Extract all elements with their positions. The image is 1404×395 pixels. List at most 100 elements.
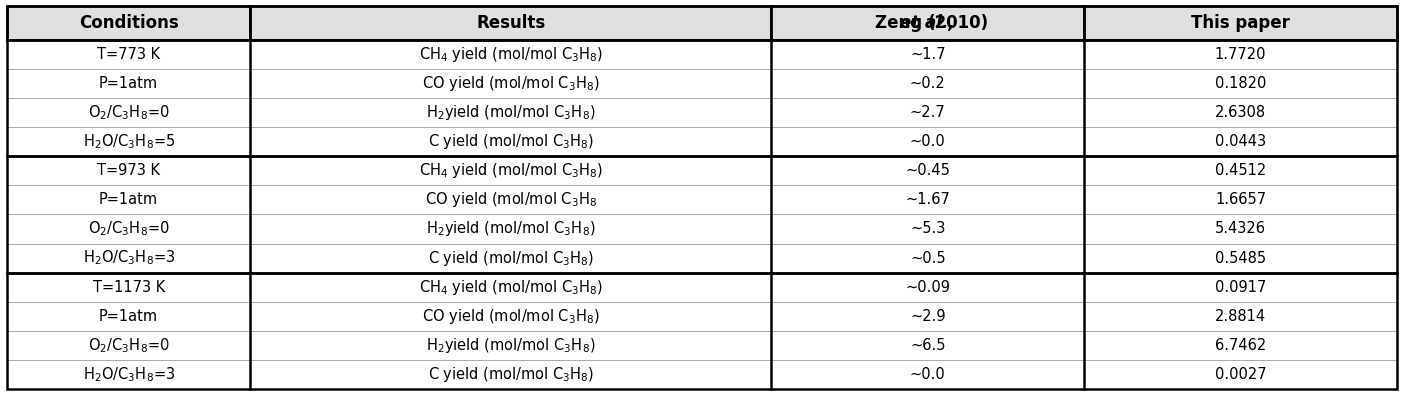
Bar bbox=[7, 331, 250, 360]
Bar bbox=[7, 273, 1397, 389]
Bar bbox=[7, 156, 1397, 273]
Bar bbox=[772, 331, 1084, 360]
Bar bbox=[1084, 98, 1397, 127]
Bar bbox=[772, 302, 1084, 331]
Bar bbox=[7, 360, 250, 389]
Bar bbox=[250, 331, 771, 360]
Bar bbox=[7, 302, 250, 331]
Bar bbox=[1084, 214, 1397, 244]
Text: 1.6657: 1.6657 bbox=[1214, 192, 1266, 207]
Text: (2010): (2010) bbox=[928, 14, 988, 32]
Text: 0.1820: 0.1820 bbox=[1214, 76, 1266, 91]
Bar bbox=[772, 69, 1084, 98]
Bar bbox=[772, 244, 1084, 273]
Text: P=1atm: P=1atm bbox=[100, 192, 159, 207]
Text: T=973 K: T=973 K bbox=[97, 163, 160, 178]
Bar bbox=[7, 156, 250, 185]
Text: $\mathrm{H_2}$yield (mol/mol $\mathrm{C_3H_8}$): $\mathrm{H_2}$yield (mol/mol $\mathrm{C_… bbox=[427, 103, 595, 122]
Text: 5.4326: 5.4326 bbox=[1214, 222, 1266, 237]
Bar bbox=[250, 98, 771, 127]
Bar bbox=[772, 273, 1084, 302]
Bar bbox=[250, 40, 771, 69]
Text: 0.0917: 0.0917 bbox=[1214, 280, 1266, 295]
Bar bbox=[1084, 40, 1397, 69]
Text: T=1173 K: T=1173 K bbox=[93, 280, 164, 295]
Bar bbox=[1084, 244, 1397, 273]
Text: ~2.7: ~2.7 bbox=[910, 105, 946, 120]
Bar bbox=[250, 69, 771, 98]
Text: $\mathrm{H_2O/C_3H_8}$=3: $\mathrm{H_2O/C_3H_8}$=3 bbox=[83, 249, 174, 267]
Bar bbox=[7, 185, 250, 214]
Text: CO yield (mol/mol $\mathrm{C_3H_8}$): CO yield (mol/mol $\mathrm{C_3H_8}$) bbox=[423, 74, 600, 93]
Bar bbox=[1084, 69, 1397, 98]
Bar bbox=[7, 273, 250, 302]
Bar bbox=[1084, 331, 1397, 360]
Text: ~0.45: ~0.45 bbox=[906, 163, 951, 178]
Bar bbox=[250, 273, 771, 302]
Bar bbox=[772, 6, 1084, 40]
Text: ~6.5: ~6.5 bbox=[910, 338, 946, 353]
Text: 2.8814: 2.8814 bbox=[1214, 309, 1266, 324]
Text: P=1atm: P=1atm bbox=[100, 309, 159, 324]
Text: Results: Results bbox=[476, 14, 546, 32]
Text: CO yield (mol/mol $\mathrm{C_3H_8}$): CO yield (mol/mol $\mathrm{C_3H_8}$) bbox=[423, 307, 600, 326]
Text: $\mathrm{O_2/C_3H_8}$=0: $\mathrm{O_2/C_3H_8}$=0 bbox=[88, 336, 170, 355]
Bar bbox=[250, 6, 771, 40]
Text: 0.5485: 0.5485 bbox=[1214, 250, 1266, 265]
Text: 1.7720: 1.7720 bbox=[1214, 47, 1266, 62]
Text: This paper: This paper bbox=[1191, 14, 1290, 32]
Bar bbox=[250, 214, 771, 244]
Text: T=773 K: T=773 K bbox=[97, 47, 160, 62]
Bar bbox=[250, 360, 771, 389]
Bar bbox=[772, 98, 1084, 127]
Text: et al.,: et al., bbox=[900, 14, 955, 32]
Text: $\mathrm{CH_4}$ yield (mol/mol $\mathrm{C_3H_8}$): $\mathrm{CH_4}$ yield (mol/mol $\mathrm{… bbox=[418, 45, 604, 64]
Text: Zeng: Zeng bbox=[875, 14, 928, 32]
Text: 6.7462: 6.7462 bbox=[1214, 338, 1266, 353]
Text: P=1atm: P=1atm bbox=[100, 76, 159, 91]
Bar bbox=[7, 40, 250, 69]
Bar bbox=[7, 6, 1397, 40]
Text: ~0.0: ~0.0 bbox=[910, 367, 946, 382]
Bar bbox=[772, 214, 1084, 244]
Bar bbox=[7, 6, 250, 40]
Bar bbox=[7, 127, 250, 156]
Text: ~5.3: ~5.3 bbox=[910, 222, 945, 237]
Bar bbox=[1084, 156, 1397, 185]
Text: ~0.09: ~0.09 bbox=[906, 280, 951, 295]
Bar bbox=[250, 156, 771, 185]
Text: Conditions: Conditions bbox=[79, 14, 178, 32]
Text: C yield (mol/mol $\mathrm{C_3H_8}$): C yield (mol/mol $\mathrm{C_3H_8}$) bbox=[428, 132, 594, 151]
Bar bbox=[1084, 360, 1397, 389]
Text: $\mathrm{CH_4}$ yield (mol/mol $\mathrm{C_3H_8}$): $\mathrm{CH_4}$ yield (mol/mol $\mathrm{… bbox=[418, 278, 604, 297]
Bar bbox=[7, 69, 250, 98]
Text: 0.0443: 0.0443 bbox=[1214, 134, 1266, 149]
Text: CO yield (mol/mol $\mathrm{C_3H_8}$: CO yield (mol/mol $\mathrm{C_3H_8}$ bbox=[425, 190, 597, 209]
Text: ~1.7: ~1.7 bbox=[910, 47, 946, 62]
Bar bbox=[250, 185, 771, 214]
Text: 2.6308: 2.6308 bbox=[1214, 105, 1266, 120]
Bar bbox=[772, 40, 1084, 69]
Text: 0.4512: 0.4512 bbox=[1214, 163, 1266, 178]
Bar bbox=[250, 302, 771, 331]
Text: 0.0027: 0.0027 bbox=[1214, 367, 1266, 382]
Text: C yield (mol/mol $\mathrm{C_3H_8}$): C yield (mol/mol $\mathrm{C_3H_8}$) bbox=[428, 248, 594, 267]
Bar bbox=[1084, 6, 1397, 40]
Text: ~1.67: ~1.67 bbox=[906, 192, 951, 207]
Bar bbox=[1084, 273, 1397, 302]
Text: ~2.9: ~2.9 bbox=[910, 309, 946, 324]
Bar bbox=[1084, 302, 1397, 331]
Bar bbox=[1084, 127, 1397, 156]
Text: ~0.2: ~0.2 bbox=[910, 76, 946, 91]
Text: $\mathrm{O_2/C_3H_8}$=0: $\mathrm{O_2/C_3H_8}$=0 bbox=[88, 220, 170, 238]
Text: $\mathrm{O_2/C_3H_8}$=0: $\mathrm{O_2/C_3H_8}$=0 bbox=[88, 103, 170, 122]
Bar bbox=[7, 214, 250, 244]
Text: $\mathrm{H_2O/C_3H_8}$=5: $\mathrm{H_2O/C_3H_8}$=5 bbox=[83, 132, 174, 151]
Text: C yield (mol/mol $\mathrm{C_3H_8}$): C yield (mol/mol $\mathrm{C_3H_8}$) bbox=[428, 365, 594, 384]
Bar bbox=[772, 360, 1084, 389]
Bar bbox=[1084, 185, 1397, 214]
Bar bbox=[7, 40, 1397, 156]
Bar bbox=[772, 156, 1084, 185]
Text: ~0.0: ~0.0 bbox=[910, 134, 946, 149]
Bar bbox=[772, 185, 1084, 214]
